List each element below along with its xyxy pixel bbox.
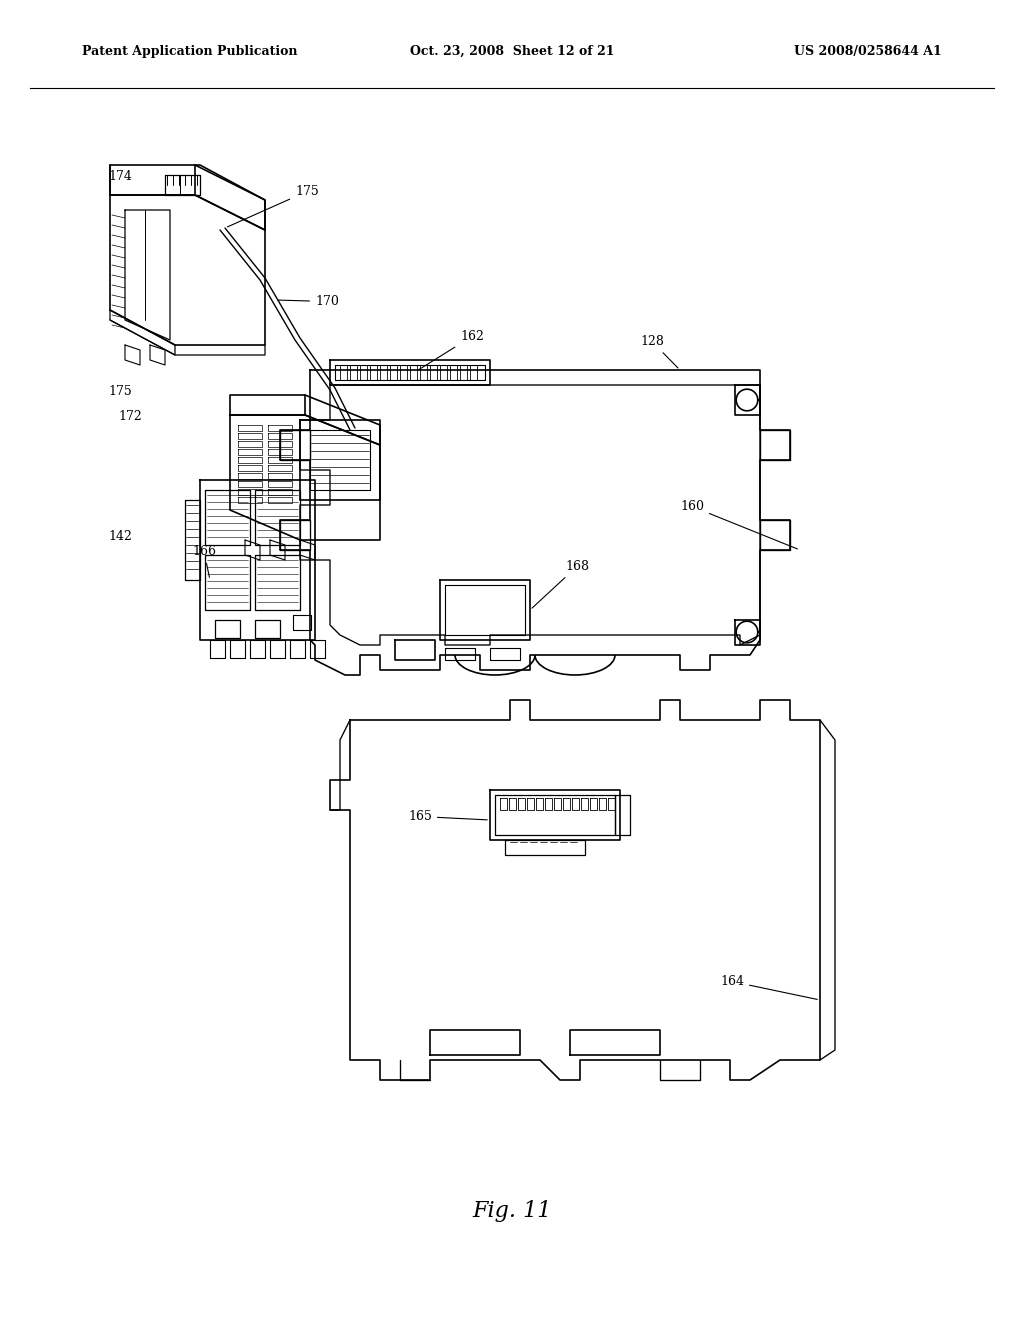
Text: 166: 166	[193, 545, 216, 577]
Text: 142: 142	[108, 531, 132, 543]
Text: 162: 162	[418, 330, 484, 371]
Text: 128: 128	[640, 335, 678, 368]
Text: 170: 170	[278, 294, 339, 308]
Text: Patent Application Publication: Patent Application Publication	[82, 45, 297, 58]
Text: 175: 175	[108, 385, 132, 399]
Text: 168: 168	[532, 560, 589, 609]
Text: 165: 165	[408, 810, 487, 822]
Text: 160: 160	[680, 500, 798, 549]
Text: 174: 174	[108, 170, 132, 183]
Text: 164: 164	[720, 975, 817, 999]
Text: 175: 175	[227, 185, 318, 227]
Text: Oct. 23, 2008  Sheet 12 of 21: Oct. 23, 2008 Sheet 12 of 21	[410, 45, 614, 58]
Text: US 2008/0258644 A1: US 2008/0258644 A1	[795, 45, 942, 58]
Text: 172: 172	[118, 411, 141, 422]
Text: Fig. 11: Fig. 11	[472, 1200, 552, 1222]
